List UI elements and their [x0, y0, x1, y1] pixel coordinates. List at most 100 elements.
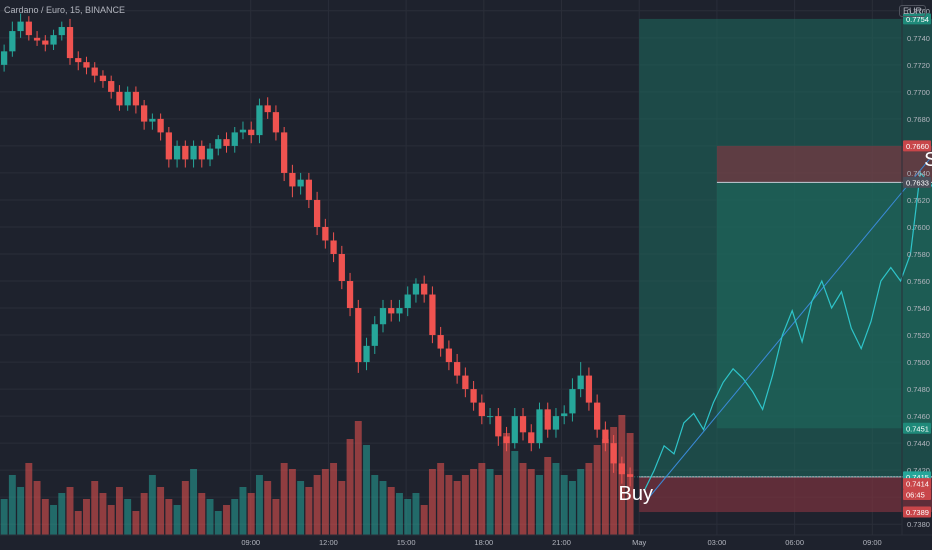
y-tick-label: 0.7520 — [907, 331, 930, 340]
candle-body — [256, 105, 263, 136]
price-tag-label: 0.7451 — [906, 424, 929, 433]
candle-body — [355, 308, 362, 363]
candle-body — [99, 75, 107, 82]
candle-body — [396, 308, 403, 314]
volume-bar — [255, 475, 263, 535]
volume-bar — [346, 439, 354, 535]
candle-body — [248, 129, 255, 136]
x-tick-label: 21:00 — [552, 538, 571, 547]
y-tick-label: 0.7380 — [907, 520, 930, 529]
y-tick-label: 0.7580 — [907, 250, 930, 259]
volume-bar — [272, 499, 280, 535]
candle-body — [132, 91, 140, 106]
candle-body — [9, 31, 16, 52]
price-tag-label: 0.7414 — [906, 480, 929, 489]
volume-bar — [165, 499, 173, 535]
volume-bar — [544, 457, 552, 535]
candle-body — [602, 429, 609, 444]
chart-annotations: BuySellBuy — [618, 149, 932, 505]
candle-body — [0, 51, 8, 65]
price-tag — [903, 140, 931, 152]
candle-body — [223, 139, 230, 146]
candles — [0, 13, 634, 487]
x-tick-label: 03:00 — [708, 538, 727, 547]
candle-body — [75, 58, 82, 63]
volume-bar — [503, 433, 511, 535]
candle-body — [536, 409, 543, 444]
y-tick-label: 0.7720 — [907, 61, 930, 70]
volume-bar — [404, 499, 412, 535]
volume-bar — [8, 475, 16, 535]
candle-body — [141, 105, 148, 122]
candle-body — [239, 129, 247, 133]
x-tick-label: 15:00 — [397, 538, 416, 547]
candle-body — [346, 281, 354, 309]
volume-bar — [74, 511, 82, 535]
x-tick-label: 09:00 — [241, 538, 260, 547]
candle-body — [577, 375, 584, 390]
volume-bar — [412, 493, 420, 535]
volume-bar — [601, 439, 609, 535]
volume-bar — [132, 511, 140, 535]
candle-body — [371, 324, 378, 346]
candle-body — [412, 283, 420, 295]
candle-body — [17, 21, 24, 32]
volume-bar — [527, 469, 535, 535]
volume-bar — [354, 421, 362, 535]
candle-body — [626, 474, 634, 477]
volume-bar — [428, 469, 436, 535]
y-tick-label: 0.7560 — [907, 277, 930, 286]
short-profit-zone — [716, 182, 932, 429]
candle-body — [66, 27, 74, 59]
volume-bar — [577, 469, 585, 535]
volume-bar — [379, 481, 387, 535]
drawings[interactable] — [643, 159, 932, 501]
time-axis[interactable]: 09:00 12:00 15:00 18:00 21:00 May 03:00 06:00 09… — [241, 538, 932, 547]
volume-bar — [445, 475, 453, 535]
volume-bar — [173, 505, 181, 535]
candle-body — [338, 253, 345, 282]
candle-body — [215, 139, 222, 149]
volume-bar — [115, 487, 123, 535]
price-tag-label: 0.7660 — [906, 142, 929, 151]
volume-bar — [140, 493, 148, 535]
volume-bar — [124, 499, 132, 535]
candle-body — [429, 294, 436, 336]
candle-body — [149, 118, 156, 122]
volume-bar — [239, 487, 247, 535]
candle-body — [528, 432, 535, 444]
volume-bar — [17, 487, 25, 535]
candle-body — [495, 416, 502, 437]
candle-body — [231, 132, 238, 146]
volume-bar — [470, 469, 478, 535]
currency-button[interactable]: EUR — [898, 5, 926, 17]
volume-bar — [396, 493, 403, 535]
volume-bar — [58, 493, 66, 535]
x-tick-label: 06:00 — [785, 538, 804, 547]
volume-bar — [478, 463, 486, 535]
volume-bar — [206, 499, 214, 535]
volume-bar — [461, 475, 469, 535]
candle-body — [305, 179, 312, 200]
price-tag — [903, 422, 931, 434]
candle-body — [379, 308, 387, 325]
candle-body — [116, 91, 123, 106]
y-tick-label: 0.7740 — [907, 34, 930, 43]
volume-bar — [50, 505, 57, 535]
candle-body — [421, 283, 428, 295]
volume-bar — [33, 481, 41, 535]
y-tick-label: 0.7620 — [907, 196, 930, 205]
y-tick-label: 0.7760 — [907, 7, 930, 16]
volume-bar — [420, 505, 428, 535]
position-zones[interactable] — [634, 18, 932, 513]
volume-bar — [363, 445, 370, 535]
volume-bar — [198, 493, 206, 535]
price-tag — [903, 488, 931, 500]
candle-body — [58, 27, 65, 36]
symbol-title[interactable]: Cardano / Euro, 15, BINANCE — [4, 5, 126, 15]
y-tick-label: 0.7460 — [907, 412, 930, 421]
price-tag-label: 0.7389 — [906, 508, 929, 517]
x-tick-label: May — [632, 538, 646, 547]
x-tick-label: 12:00 — [319, 538, 338, 547]
